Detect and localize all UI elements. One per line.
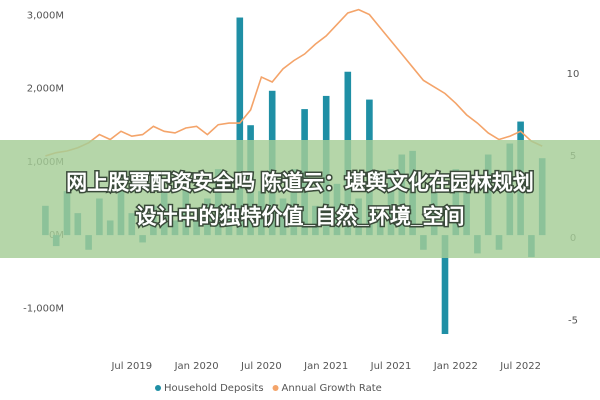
legend-marker <box>272 385 279 391</box>
bar <box>441 235 449 335</box>
x-tick-label: Jan 2022 <box>433 361 478 372</box>
x-tick-label: Jul 2021 <box>370 361 412 372</box>
x-tick-label: Jul 2019 <box>110 361 152 372</box>
y2-tick-label: -5 <box>568 315 578 326</box>
banner-text: 网上股票配资安全吗 陈道云：堪舆文化在园林规划 <box>66 171 534 195</box>
line <box>45 8 543 157</box>
x-tick-label: Jan 2021 <box>303 361 348 372</box>
banner-background <box>0 140 600 258</box>
x-tick-label: Jul 2022 <box>499 361 541 372</box>
legend-label: Annual Growth Rate <box>282 383 382 394</box>
legend-marker <box>155 385 161 391</box>
legend-label: Household Deposits <box>164 383 264 394</box>
bar <box>236 17 244 236</box>
banner-text: 设计中的独特价值_自然_环境_空间 <box>135 205 464 229</box>
y-tick-label: 2,000M <box>27 84 64 95</box>
x-tick-label: Jul 2020 <box>240 361 282 372</box>
y-tick-label: 3,000M <box>27 10 64 21</box>
y-tick-label: -1,000M <box>23 303 64 314</box>
x-tick-label: Jan 2020 <box>174 361 219 372</box>
y2-tick-label: 10 <box>567 69 580 80</box>
